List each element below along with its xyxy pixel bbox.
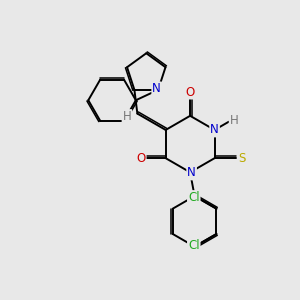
Text: H: H [123, 110, 131, 123]
Text: N: N [210, 123, 219, 136]
Text: O: O [185, 85, 195, 98]
Text: Cl: Cl [188, 191, 200, 204]
Text: N: N [152, 82, 161, 95]
Text: N: N [187, 167, 196, 179]
Text: S: S [238, 152, 246, 165]
Text: Cl: Cl [188, 238, 200, 252]
Text: H: H [230, 114, 239, 127]
Text: O: O [136, 152, 146, 165]
